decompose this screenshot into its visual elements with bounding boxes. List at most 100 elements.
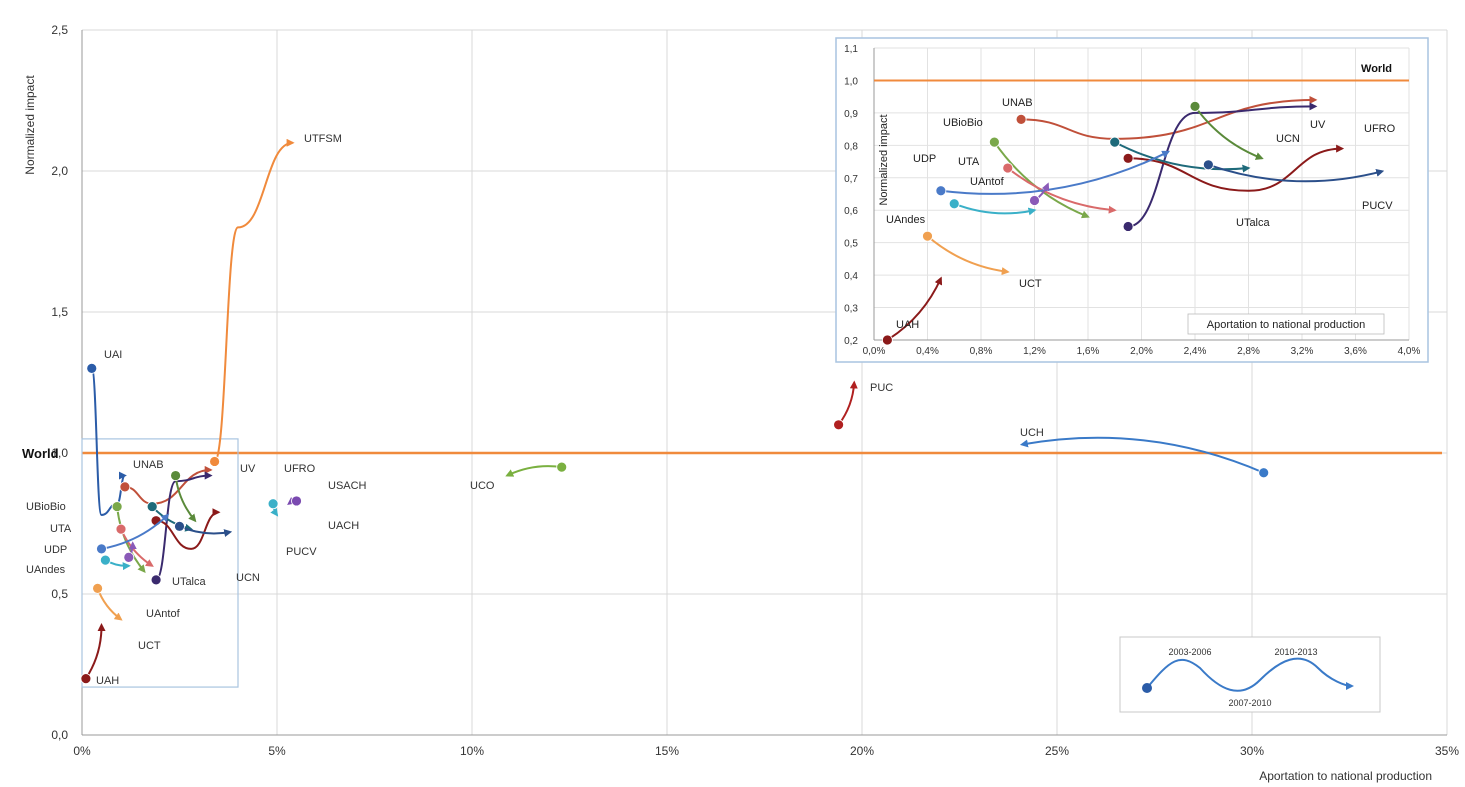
series-label-uai: UAI — [104, 349, 122, 361]
inset-x-tick-label: 3,2% — [1291, 346, 1314, 357]
inset-series-line-ufro — [1128, 144, 1345, 192]
series-point-pucv — [174, 520, 185, 532]
x-tick-label: 5% — [268, 744, 286, 758]
inset-series-line-uv — [1127, 102, 1318, 228]
series-label-uta: UTA — [50, 523, 72, 535]
series-label-puc: PUC — [870, 382, 893, 394]
x-tick-label: 10% — [460, 744, 484, 758]
inset-series-line-utalca — [1114, 141, 1251, 173]
series-line-uandes — [96, 588, 123, 621]
main-grid: 0,0 0,5 1,0 1,5 2,0 2,5 0% 5% 10% 15% 20% 25% 30% 35% — [51, 23, 1459, 758]
series-label-ubiobio: UBioBio — [26, 501, 66, 513]
inset-series-point-udp — [935, 185, 947, 197]
series-point-uco — [556, 461, 568, 473]
series-point-uandes — [92, 582, 103, 594]
inset-x-tick-label: 0,8% — [970, 346, 993, 357]
series-line-uai — [90, 367, 127, 517]
legend-frame — [1119, 636, 1381, 713]
main-labels: UAH UAI UTFSM UNAB UV UCN UFRO UTalca PUCV UBioBi… — [26, 133, 1044, 687]
inset-x-tick-label: 2,8% — [1237, 346, 1260, 357]
inset-series-label-pucv: PUCV — [1362, 200, 1393, 212]
legend: 2003-2006 2007-2010 2010-2013 — [1119, 636, 1381, 713]
series-label-uch: UCH — [1020, 427, 1044, 439]
inset-series-point-uantof — [1029, 195, 1040, 206]
inset-y-axis-label: Normalized impact — [878, 114, 890, 205]
inset-x-tick-label: 2,0% — [1130, 346, 1153, 357]
world-label: World — [22, 446, 59, 461]
series-line-uco — [505, 465, 562, 477]
y-tick-label: 1,0 — [51, 446, 68, 460]
inset-series-point-uah — [881, 334, 893, 346]
series-label-uco: UCO — [470, 480, 495, 492]
series-label-uah: UAH — [96, 675, 119, 687]
inset-series-label-ucn: UCN — [1276, 133, 1300, 145]
inset-series-point-unab — [1015, 113, 1027, 125]
inset-series-point-ufro — [1122, 152, 1134, 164]
series-point-usach — [291, 495, 302, 507]
series-line-uch — [1019, 436, 1265, 474]
inset-series-point-utalca — [1109, 136, 1121, 148]
series-point-uach — [267, 498, 279, 510]
series-label-uach: UACH — [328, 520, 359, 532]
inset-y-tick-label: 0,8 — [844, 141, 858, 152]
inset-x-tick-label: 3,6% — [1344, 346, 1367, 357]
inset-x-axis-label: Aportation to national production — [1207, 319, 1365, 331]
y-axis-label: Normalized impact — [23, 75, 37, 175]
inset-x-tick-label: 0,4% — [916, 346, 939, 357]
inset-y-tick-label: 0,7 — [844, 174, 858, 185]
series-label-uct: UCT — [138, 640, 161, 652]
inset-series — [881, 95, 1385, 346]
inset-series-line-pucv — [1208, 163, 1385, 183]
series-point-utfsm — [209, 456, 221, 467]
series-label-uantof: UAntof — [146, 608, 181, 620]
inset-y-tick-label: 0,5 — [844, 239, 858, 250]
series-label-uv: UV — [240, 463, 256, 475]
inset-series-point-uta — [1002, 162, 1014, 174]
series-point-ubiobio — [111, 501, 123, 512]
inset-series-line-uah — [886, 276, 943, 341]
legend-period-3: 2010-2013 — [1274, 647, 1317, 657]
series-point-ucn — [170, 470, 182, 481]
series-point-uai — [86, 362, 98, 374]
main-series — [80, 138, 1270, 684]
series-point-uch — [1258, 467, 1270, 479]
y-tick-label: 0,5 — [51, 587, 68, 601]
inset-series-line-unab — [1021, 95, 1318, 140]
inset-series-point-ucn — [1189, 101, 1201, 112]
inset-chart: 0,2 0,3 0,4 0,5 0,6 0,7 0,8 0,9 1,0 1,1 0,0% 0,4% 0,… — [835, 37, 1429, 363]
inset-series-point-ubiobio — [988, 136, 1000, 148]
y-tick-label: 0,0 — [51, 728, 68, 742]
series-point-uta — [115, 523, 127, 535]
inset-labels: UAH UNAB UV UCN UFRO UTalca PUCV UBioBio UTA UDP U… — [886, 97, 1396, 331]
series-line-udp — [101, 513, 170, 550]
series-label-ucn: UCN — [236, 572, 260, 584]
series-label-unab: UNAB — [133, 459, 164, 471]
x-tick-label: 25% — [1045, 744, 1069, 758]
series-point-uv — [150, 574, 162, 586]
inset-series-label-uah: UAH — [896, 319, 919, 331]
series-label-uandes: UAndes — [26, 564, 66, 576]
inset-series-label-utalca: UTalca — [1236, 217, 1271, 229]
legend-start-point — [1142, 683, 1152, 693]
inset-grid: 0,2 0,3 0,4 0,5 0,6 0,7 0,8 0,9 1,0 1,1 0,0% 0,4% 0,… — [844, 44, 1420, 357]
series-point-udp — [96, 543, 107, 555]
inset-y-tick-label: 0,4 — [844, 271, 858, 282]
series-label-utfsm: UTFSM — [304, 133, 342, 145]
zoom-region-box — [81, 438, 239, 688]
inset-y-tick-label: 0,2 — [844, 336, 858, 347]
inset-series-label-ufro: UFRO — [1364, 123, 1396, 135]
legend-period-1: 2003-2006 — [1168, 647, 1211, 657]
y-tick-label: 2,5 — [51, 23, 68, 37]
legend-period-2: 2007-2010 — [1228, 698, 1271, 708]
series-line-uah — [85, 623, 106, 680]
inset-series-label-udp: UDP — [913, 153, 936, 165]
y-tick-label: 1,5 — [51, 305, 68, 319]
inset-series-label-uct: UCT — [1019, 278, 1042, 290]
inset-series-line-uta — [1007, 167, 1117, 214]
inset-y-tick-label: 1,0 — [844, 76, 858, 87]
inset-series-point-pucv — [1202, 159, 1214, 171]
series-point-uah — [80, 673, 92, 684]
series-label-udp: UDP — [44, 544, 67, 556]
inset-series-line-uandes — [926, 235, 1010, 276]
inset-series-label-uta: UTA — [958, 156, 980, 168]
